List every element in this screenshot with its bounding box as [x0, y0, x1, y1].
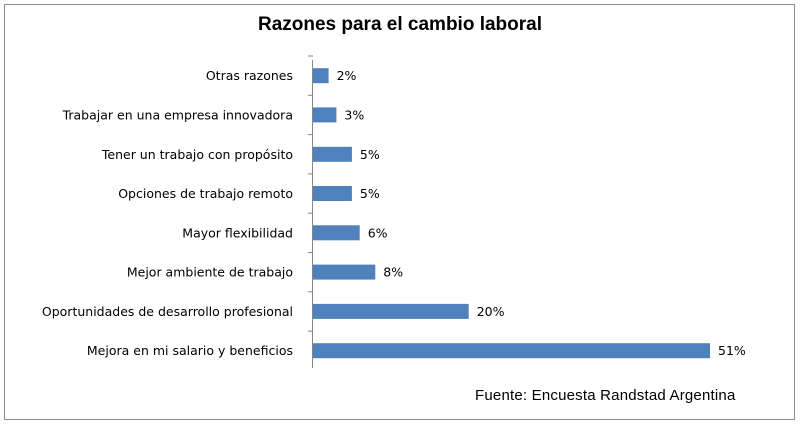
source-note: Fuente: Encuesta Randstad Argentina	[475, 387, 736, 404]
value-label: 3%	[344, 107, 364, 122]
value-label: 6%	[368, 225, 388, 240]
bar	[313, 68, 329, 84]
category-label: Otras razones	[206, 68, 293, 83]
bar	[313, 186, 352, 201]
category-label: Trabajar en una empresa innovadora	[62, 107, 293, 122]
value-label: 2%	[337, 68, 357, 83]
value-label: 5%	[360, 186, 380, 201]
category-label: Oportunidades de desarrollo profesional	[42, 304, 293, 319]
bar	[313, 264, 376, 280]
category-label: Mejor ambiente de trabajo	[127, 265, 293, 280]
category-label: Tener un trabajo con propósito	[101, 147, 293, 162]
category-label: Mayor flexibilidad	[182, 225, 293, 240]
chart-title: Razones para el cambio laboral	[257, 14, 543, 35]
value-label: 51%	[718, 343, 746, 358]
bar	[313, 225, 360, 241]
category-label: Mejora en mi salario y beneficios	[87, 343, 293, 358]
bar	[313, 107, 337, 123]
bar	[313, 146, 352, 162]
value-label: 20%	[477, 304, 505, 319]
bar	[313, 343, 710, 359]
category-label: Opciones de trabajo remoto	[118, 186, 293, 201]
bar	[313, 303, 469, 319]
value-label: 8%	[383, 265, 403, 280]
value-label: 5%	[360, 147, 380, 162]
